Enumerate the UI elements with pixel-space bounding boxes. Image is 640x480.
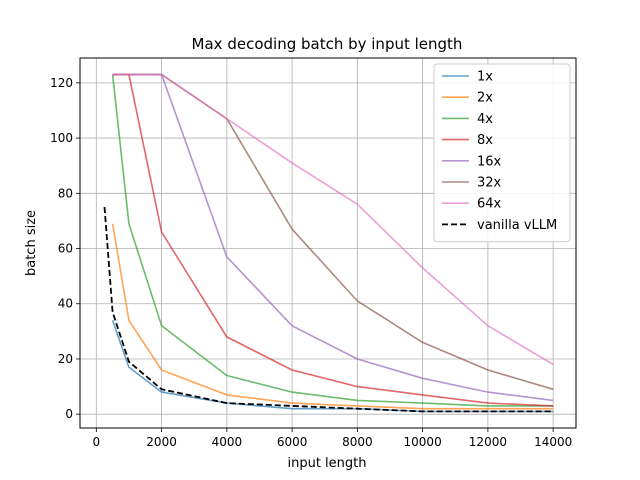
- legend-label: 32x: [477, 176, 502, 191]
- legend-label: 2x: [477, 91, 493, 106]
- x-tick-label: 6000: [277, 435, 308, 449]
- y-tick-label: 0: [65, 407, 73, 421]
- y-axis-ticks: 0 20 40 60 80 100 120: [50, 76, 80, 421]
- x-axis-ticks: 0 2000 4000 6000 8000 10000 12000 14000: [92, 428, 572, 449]
- y-tick-label: 120: [50, 76, 73, 90]
- legend-label: 1x: [477, 70, 493, 85]
- y-tick-label: 20: [58, 352, 73, 366]
- series-line-2x: [111, 223, 554, 410]
- series-line-vanilla-vLLM: [103, 207, 554, 413]
- legend-label: 64x: [477, 197, 502, 212]
- legend: 1x 2x 4x 8x 16x 32x 64x vanilla vLLM: [433, 63, 571, 243]
- series-lines: [103, 73, 554, 413]
- series-line-64x: [112, 73, 554, 366]
- y-axis-label: batch size: [24, 210, 39, 276]
- legend-label: 16x: [477, 154, 502, 169]
- x-tick-label: 14000: [534, 435, 572, 449]
- x-axis-label: input length: [287, 456, 366, 471]
- x-tick-label: 12000: [469, 435, 507, 449]
- x-tick-label: 8000: [342, 435, 373, 449]
- x-tick-label: 4000: [212, 435, 243, 449]
- plot-frame: [79, 57, 577, 429]
- legend-label: 8x: [477, 133, 493, 148]
- legend-box: [433, 63, 571, 243]
- x-tick-label: 2000: [146, 435, 177, 449]
- legend-label: 4x: [477, 112, 493, 127]
- series-line-4x: [111, 74, 554, 407]
- x-tick-label: 0: [92, 435, 100, 449]
- chart-title: Max decoding batch by input length: [192, 35, 463, 53]
- legend-label: vanilla vLLM: [477, 218, 557, 233]
- y-tick-label: 40: [58, 297, 73, 311]
- series-line-8x: [112, 73, 554, 407]
- x-tick-label: 10000: [404, 435, 442, 449]
- y-tick-label: 60: [58, 242, 73, 256]
- y-tick-label: 80: [58, 186, 73, 200]
- y-tick-label: 100: [50, 131, 73, 145]
